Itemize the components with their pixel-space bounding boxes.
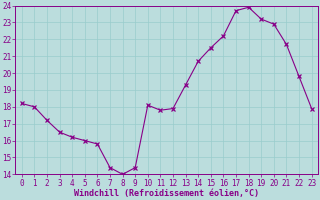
X-axis label: Windchill (Refroidissement éolien,°C): Windchill (Refroidissement éolien,°C) — [74, 189, 259, 198]
